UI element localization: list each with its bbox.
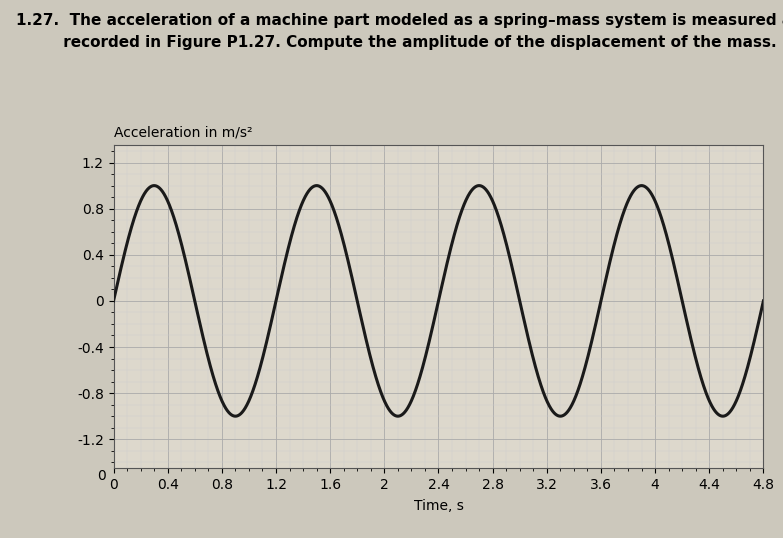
Text: recorded in Figure P1.27. Compute the amplitude of the displacement of the mass.: recorded in Figure P1.27. Compute the am… xyxy=(16,35,776,50)
X-axis label: Time, s: Time, s xyxy=(413,499,464,513)
Text: Acceleration in m/s²: Acceleration in m/s² xyxy=(114,126,252,140)
Text: 1.27.  The acceleration of a machine part modeled as a spring–mass system is mea: 1.27. The acceleration of a machine part… xyxy=(16,13,783,29)
Text: 0: 0 xyxy=(97,469,106,483)
